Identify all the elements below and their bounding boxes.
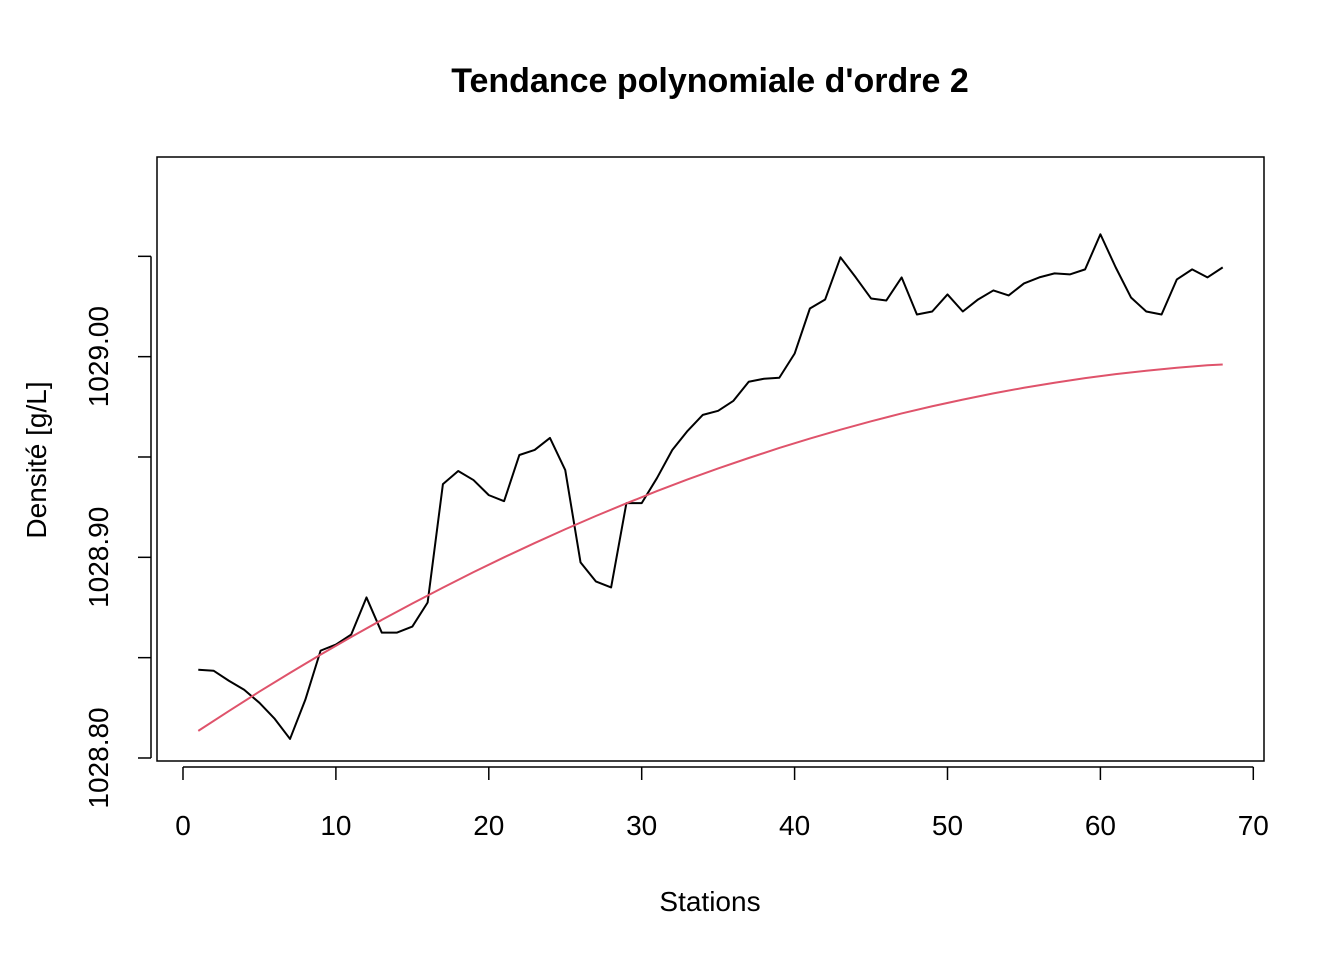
x-axis-label: Stations xyxy=(659,886,760,917)
y-tick-label: 1029.00 xyxy=(83,306,114,407)
series-line-observed xyxy=(198,233,1224,740)
series-layer xyxy=(197,233,1224,740)
y-tick-label: 1028.90 xyxy=(83,507,114,608)
series-line-trend xyxy=(197,363,1223,732)
x-tick-label: 50 xyxy=(932,810,963,841)
x-axis: 0 10 20 30 40 50 60 70 xyxy=(175,766,1269,841)
x-tick-label: 70 xyxy=(1238,810,1269,841)
x-tick-label: 30 xyxy=(626,810,657,841)
plot-box xyxy=(156,156,1265,762)
y-axis-label: Densité [g/L] xyxy=(21,381,52,538)
chart-title: Tendance polynomiale d'ordre 2 xyxy=(451,62,969,100)
x-tick-label: 60 xyxy=(1085,810,1116,841)
x-tick-label: 10 xyxy=(320,810,351,841)
x-tick-label: 20 xyxy=(473,810,504,841)
y-axis: 1028.80 1028.90 1029.00 xyxy=(83,255,152,809)
x-tick-label: 0 xyxy=(175,810,191,841)
y-tick-label: 1028.80 xyxy=(83,707,114,808)
x-tick-label: 40 xyxy=(779,810,810,841)
